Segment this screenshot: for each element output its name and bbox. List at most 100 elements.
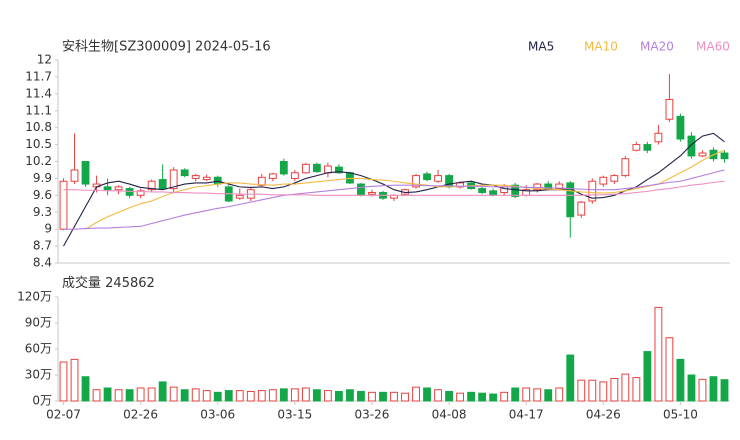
candle-body	[191, 175, 200, 179]
volume-bar	[323, 390, 332, 402]
ma-line	[63, 180, 725, 196]
volume-bar	[235, 390, 244, 402]
candle-body	[412, 175, 420, 188]
volume-bar	[632, 377, 641, 402]
y-tick-label: 10.8	[25, 120, 52, 134]
ma-line	[85, 149, 725, 230]
volume-bar	[445, 390, 453, 402]
volume-bar	[709, 376, 718, 402]
volume-bar	[246, 390, 255, 402]
volume-bar	[423, 387, 431, 402]
x-tick-label: 04-26	[586, 408, 621, 422]
candle-body	[290, 172, 299, 179]
candle-body	[213, 176, 222, 185]
volume-bar	[478, 392, 487, 402]
candle-body	[268, 173, 277, 179]
volume-bar	[434, 389, 442, 402]
volume-bar	[290, 388, 299, 402]
y-tick-label: 9.6	[33, 188, 52, 202]
candle-body	[312, 163, 321, 173]
y-tick-label: 9	[44, 222, 52, 236]
volume-bar	[610, 377, 619, 402]
candle-body	[257, 176, 266, 186]
volume-bar	[577, 379, 586, 402]
candle-body	[59, 180, 68, 230]
candle-body	[136, 190, 145, 196]
volume-bar	[698, 378, 707, 402]
y-tick-label: 120万	[17, 290, 52, 304]
volume-bar	[654, 306, 663, 402]
volume-bar	[500, 391, 509, 402]
candle-body	[180, 169, 189, 177]
candle-body	[147, 180, 156, 191]
volume-bar	[566, 354, 575, 402]
candle-body	[335, 166, 343, 174]
volume-bar	[533, 388, 542, 402]
volume-bar	[224, 390, 233, 402]
candle-body	[654, 132, 663, 143]
candle-body	[235, 194, 244, 199]
volume-bar	[335, 390, 343, 402]
volume-bar	[147, 387, 156, 402]
candle-body	[632, 144, 641, 151]
x-tick-label: 05-10	[663, 408, 698, 422]
candle-body	[301, 163, 310, 174]
volume-bar	[555, 387, 564, 402]
volume-bar	[257, 390, 266, 402]
y-tick-label: 10.2	[25, 154, 52, 168]
candle-body	[357, 183, 365, 196]
volume-bar	[81, 376, 90, 402]
volume-bar	[489, 393, 498, 402]
x-tick-label: 04-08	[432, 408, 467, 422]
y-tick-label: 60万	[25, 342, 52, 356]
volume-bar	[456, 392, 465, 402]
volume-bar	[103, 387, 112, 402]
volume-bar	[368, 391, 376, 402]
volume-bar	[390, 391, 398, 402]
volume-bar	[401, 392, 409, 402]
volume-bar	[301, 387, 310, 402]
volume-bar	[357, 390, 365, 402]
legend-label: MA5	[528, 40, 554, 54]
volume-bar	[522, 387, 531, 402]
volume-bar	[136, 387, 145, 402]
candle-body	[610, 175, 619, 182]
volume-bar	[92, 389, 101, 402]
ma-line	[63, 169, 725, 230]
volume-bar	[588, 379, 597, 402]
candle-body	[125, 188, 134, 196]
candle-body	[665, 98, 674, 120]
volume-bar	[467, 391, 476, 402]
y-tick-label: 8.7	[33, 239, 52, 253]
candle-body	[511, 184, 520, 197]
volume-bar	[346, 389, 354, 402]
x-tick-label: 02-26	[123, 408, 158, 422]
chart-title: 安科生物[SZ300009] 2024-05-16	[62, 40, 271, 55]
volume-bar	[665, 337, 674, 402]
candle-body	[643, 144, 652, 151]
candle-body	[687, 135, 696, 157]
volume-bar	[676, 358, 685, 402]
volume-bar	[213, 391, 222, 402]
candle-body	[544, 183, 553, 190]
y-tick-label: 11.1	[25, 103, 52, 117]
y-tick-label: 90万	[25, 316, 52, 330]
volume-bar	[158, 381, 167, 402]
x-tick-label: 03-15	[277, 408, 312, 422]
volume-bar	[268, 389, 277, 402]
volume-bar	[511, 387, 520, 402]
volume-label: 成交量	[62, 275, 101, 291]
candle-body	[114, 186, 123, 191]
y-tick-label: 11.4	[25, 86, 52, 100]
x-tick-label: 03-26	[355, 408, 390, 422]
volume-bar	[599, 381, 608, 402]
candle-body	[489, 190, 498, 196]
y-tick-label: 9.3	[33, 205, 52, 219]
candle-body	[202, 176, 211, 181]
x-tick-label: 04-17	[509, 408, 544, 422]
y-tick-label: 10.5	[25, 137, 52, 151]
candle-body	[676, 115, 685, 140]
candle-body	[621, 158, 630, 177]
candle-body	[368, 192, 376, 195]
volume-bar	[720, 379, 729, 402]
